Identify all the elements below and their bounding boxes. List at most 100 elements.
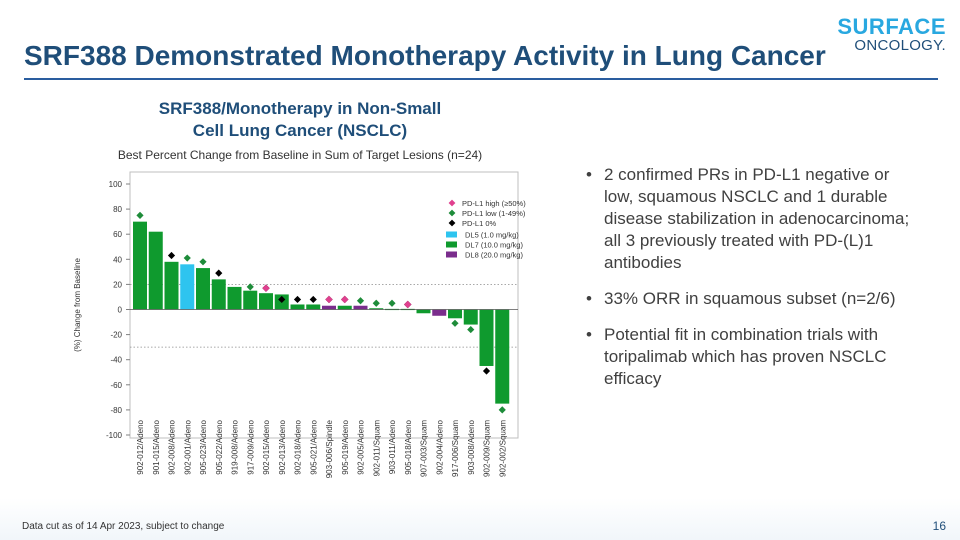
y-tick-label: -60 [110, 381, 122, 390]
pdl1-marker [451, 319, 459, 327]
x-tick-label: 907-003/Squam [420, 420, 429, 477]
key-points-list: 2 confirmed PRs in PD-L1 negative or low… [586, 164, 916, 404]
legend-label-pdl1: PD-L1 0% [462, 219, 497, 228]
pdl1-marker [340, 295, 349, 304]
bar [479, 309, 494, 366]
y-tick-label: 40 [113, 255, 122, 264]
pdl1-marker [167, 251, 176, 260]
y-tick-label: 60 [113, 230, 122, 239]
bar [211, 279, 226, 310]
x-tick-label: 905-022/Adeno [215, 419, 224, 474]
x-tick-label: 902-009/Squam [483, 420, 492, 477]
x-tick-label: 919-008/Adeno [231, 419, 240, 474]
y-tick-label: 100 [109, 180, 123, 189]
bar [196, 268, 210, 310]
bar [164, 261, 179, 310]
chart-title-line1: SRF388/Monotherapy in Non-Small [158, 99, 442, 118]
x-tick-label: 905-019/Adeno [341, 419, 350, 474]
slide-title: SRF388 Demonstrated Monotherapy Activity… [24, 40, 826, 71]
legend-marker-pdl1 [448, 209, 456, 217]
legend-marker-pdl1 [448, 219, 456, 227]
pdl1-marker [278, 295, 286, 304]
x-tick-label: 903-011/Adeno [388, 419, 397, 474]
y-tick-label: -80 [110, 406, 122, 415]
x-tick-label: 905-018/Adeno [404, 419, 413, 474]
bar [463, 309, 478, 325]
bar [448, 309, 462, 319]
pdl1-marker [388, 299, 396, 307]
x-tick-label: 902-008/Adeno [168, 419, 177, 474]
x-tick-label: 917-009/Adeno [246, 419, 255, 474]
pdl1-marker [498, 406, 506, 414]
bar [353, 305, 368, 310]
legend-label-dose: DL5 (1.0 mg/kg) [465, 231, 519, 240]
y-tick-label: -40 [110, 356, 122, 365]
bar [432, 309, 447, 316]
legend-marker-pdl1 [448, 199, 456, 207]
legend-label-pdl1: PD-L1 low (1-49%) [462, 209, 526, 218]
bar [337, 305, 352, 310]
x-tick-label: 902-013/Adeno [278, 419, 287, 474]
bar [290, 304, 305, 310]
x-tick-label: 917-006/Squam [451, 420, 460, 477]
y-tick-label: 0 [118, 306, 123, 315]
bar [322, 305, 336, 310]
x-tick-label: 902-001/Adeno [183, 419, 192, 474]
bar [259, 293, 273, 310]
title-divider [24, 78, 938, 80]
y-tick-label: -100 [106, 431, 123, 440]
x-tick-label: 903-008/Adeno [467, 419, 476, 474]
pdl1-marker [199, 258, 207, 266]
pdl1-marker [356, 297, 365, 305]
company-logo: SURFACE ONCOLOGY. [837, 16, 946, 54]
pdl1-marker [482, 367, 491, 375]
bullet-item: 33% ORR in squamous subset (n=2/6) [586, 288, 916, 310]
bar [227, 286, 242, 310]
bar [133, 221, 147, 310]
x-tick-label: 902-012/Adeno [136, 419, 145, 474]
pdl1-marker [467, 325, 475, 334]
bar [180, 264, 195, 310]
legend-swatch-dose [446, 251, 457, 258]
logo-wordmark-top: SURFACE [837, 14, 946, 39]
pdl1-marker [246, 283, 254, 291]
pdl1-marker [262, 284, 270, 293]
x-tick-label: 902-002/Squam [498, 420, 507, 477]
bar [495, 309, 510, 404]
pdl1-marker [136, 211, 144, 219]
plot-frame [129, 171, 519, 439]
logo-wordmark-bottom: ONCOLOGY. [854, 37, 946, 54]
bar [243, 290, 258, 310]
x-tick-label: 903-006/Spindle [325, 419, 334, 478]
chart-title: SRF388/Monotherapy in Non-Small Cell Lun… [120, 98, 480, 142]
y-axis-label: (%) Change from Baseline [73, 258, 82, 352]
data-cut-footnote: Data cut as of 14 Apr 2023, subject to c… [22, 521, 225, 532]
pdl1-marker [215, 269, 223, 277]
page-number: 16 [932, 519, 946, 533]
pdl1-marker [325, 295, 333, 304]
footer-wave-decoration [0, 498, 960, 540]
x-tick-label: 901-015/Adeno [152, 419, 161, 474]
pdl1-marker [403, 300, 412, 309]
chart-title-line2: Cell Lung Cancer (NSCLC) [192, 121, 408, 140]
x-tick-label: 902-005/Adeno [357, 419, 366, 474]
y-tick-label: 80 [113, 205, 122, 214]
x-tick-label: 905-023/Adeno [199, 419, 208, 474]
x-tick-label: 902-011/Squam [372, 420, 381, 477]
legend-label-dose: DL8 (20.0 mg/kg) [465, 251, 523, 260]
pdl1-marker [309, 295, 317, 304]
bullet-item: Potential fit in combination trials with… [586, 324, 916, 390]
legend-swatch-dose [446, 241, 457, 248]
x-tick-label: 902-018/Adeno [294, 419, 303, 474]
y-tick-label: -20 [110, 331, 122, 340]
chart-subtitle: Best Percent Change from Baseline in Sum… [117, 148, 483, 162]
legend-swatch-dose [446, 231, 457, 238]
legend-label-pdl1: PD-L1 high (≥50%) [462, 199, 526, 208]
legend-label-dose: DL7 (10.0 mg/kg) [465, 241, 523, 250]
x-tick-label: 902-015/Adeno [262, 419, 271, 474]
y-tick-label: 20 [113, 280, 122, 289]
pdl1-marker [372, 299, 380, 307]
pdl1-marker [293, 295, 302, 304]
x-tick-label: 902-004/Adeno [435, 419, 444, 474]
